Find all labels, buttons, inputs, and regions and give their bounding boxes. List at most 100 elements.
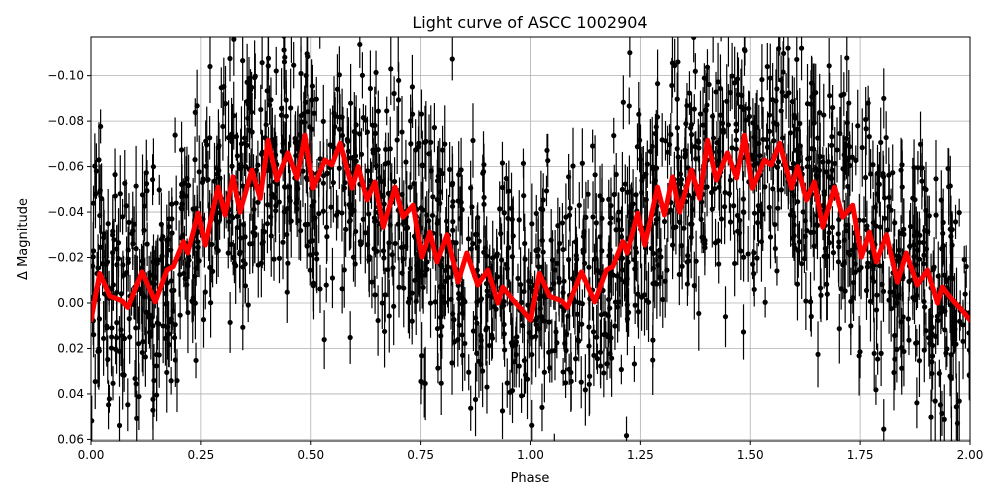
data-point [343,226,349,233]
data-point [310,283,316,289]
data-point [264,221,271,227]
data-point [878,350,884,356]
data-point [598,363,604,369]
data-point [635,309,642,315]
data-point [929,353,936,359]
data-point [164,369,170,376]
data-point [288,105,294,111]
data-point [365,168,371,174]
data-point [779,89,785,95]
data-point [272,195,278,201]
data-point [276,199,282,205]
data-point [580,233,587,240]
data-point [386,313,392,319]
data-point [757,153,763,159]
data-point [662,278,668,284]
data-point [915,165,921,171]
data-point [668,131,674,138]
data-point [899,162,905,168]
data-point [403,225,409,232]
data-point [369,279,375,285]
data-point [489,332,495,338]
x-tick-label: 1.00 [517,448,544,462]
y-tick-label: 0.00 [57,296,84,310]
data-point [804,101,811,107]
data-point [566,257,572,263]
data-point [880,288,887,294]
data-point [217,175,223,182]
data-point [914,340,920,346]
data-point [209,241,215,247]
data-point [504,380,510,386]
data-point [568,369,574,376]
data-point [548,237,554,243]
data-point [288,218,294,224]
data-point [394,137,400,143]
data-point [729,73,735,79]
data-point [733,137,739,143]
data-point [688,221,694,227]
data-point [281,59,288,65]
data-point [304,243,310,249]
data-point [196,169,202,175]
data-point [501,347,508,353]
data-point [762,184,768,190]
data-point [515,275,521,281]
data-point [357,41,363,48]
data-point [557,240,563,247]
data-point [855,123,861,129]
data-point [424,212,430,218]
data-point [632,302,638,308]
data-point [790,160,797,167]
data-point [311,110,317,116]
data-point [579,321,585,327]
data-point [775,159,782,165]
data-point [906,337,912,343]
data-point [428,139,434,145]
data-point [465,236,472,242]
data-point [912,197,918,203]
data-point [177,271,183,278]
data-point [339,210,345,216]
data-point [619,186,625,193]
data-point [118,327,124,333]
data-point [702,245,708,251]
data-point [727,219,734,225]
data-point [105,402,112,408]
data-point [919,178,925,184]
data-point [560,246,566,253]
data-point [774,86,780,92]
data-point [824,281,830,287]
data-point [132,375,138,382]
data-point [174,377,180,384]
data-point [469,204,475,210]
data-point [499,408,506,414]
data-point [382,292,388,298]
data-point [300,168,306,174]
data-point [827,93,833,99]
data-point [944,346,950,352]
data-point [156,187,162,193]
data-point [298,27,303,32]
data-point [234,224,240,231]
data-point [524,376,531,382]
data-point [380,193,386,199]
data-point [405,299,412,305]
data-point [423,138,429,144]
data-point [844,55,850,61]
data-point [734,76,741,82]
data-point [669,60,676,66]
data-point [770,186,776,192]
data-point [641,292,648,298]
y-tick-label: −0.06 [47,160,84,174]
data-point [815,135,821,141]
data-point [456,172,462,178]
data-point [655,216,661,222]
data-point [247,105,253,111]
data-point [554,340,560,346]
data-point [305,221,311,227]
data-point [483,327,489,333]
data-point [623,433,630,439]
data-point [546,319,552,325]
data-point [691,283,697,289]
